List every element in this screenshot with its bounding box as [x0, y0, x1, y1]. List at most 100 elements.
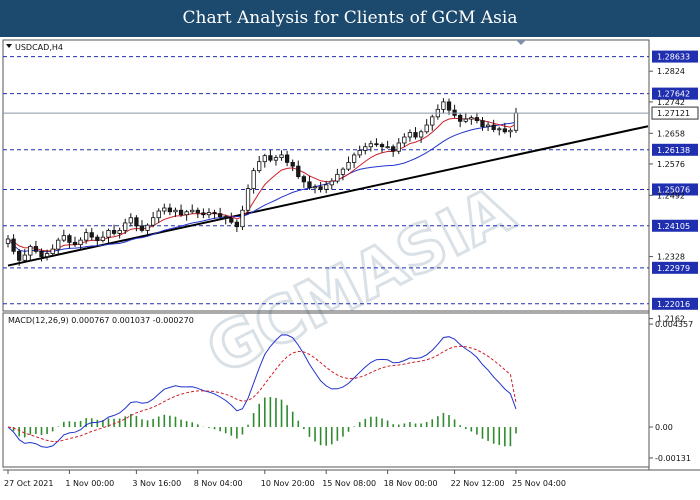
candle-body [407, 132, 413, 138]
candle-body [156, 210, 161, 219]
level-price-label: 1.22016 [657, 300, 690, 309]
candle-body [139, 225, 145, 231]
candle-body [391, 146, 396, 152]
macd-axis-ticks: 0.004357 0.00 -0.00131 [649, 320, 693, 463]
candle-body [251, 170, 256, 189]
level-price-label-bg [652, 87, 698, 100]
level-price-label: 1.22979 [657, 264, 690, 273]
candle-body [72, 241, 78, 246]
candle-body [28, 246, 33, 256]
price-tick-label: 1.2742 [657, 98, 685, 107]
candle-body [61, 235, 66, 241]
candle-body [50, 248, 55, 254]
price-tick-label: 1.2658 [657, 129, 685, 138]
candle-body [111, 230, 117, 234]
candle-body [446, 101, 452, 111]
candle-body [318, 186, 323, 190]
candle-body [195, 209, 200, 214]
candle-body [329, 180, 334, 186]
candle-body [385, 146, 390, 149]
candle-body [458, 114, 463, 122]
candle-body [402, 136, 407, 144]
price-tick-label: 1.2328 [657, 253, 685, 262]
candle-body [441, 101, 446, 110]
time-tick-label: 10 Nov 20:00 [261, 479, 315, 488]
level-price-label-bg [652, 261, 698, 274]
candle-body [78, 239, 83, 246]
candle-body [480, 120, 485, 127]
candle-body [67, 235, 72, 243]
candle-body [469, 117, 474, 120]
candle-body [89, 232, 94, 238]
level-price-label-bg [652, 50, 698, 63]
candle-body [145, 224, 150, 231]
candle-body [379, 144, 385, 148]
candle-body [357, 150, 362, 156]
panel-collapse-icon[interactable] [6, 44, 12, 48]
candle-body [17, 250, 22, 261]
current-price-label: 1.27121 [657, 109, 690, 118]
candle-body [463, 118, 468, 122]
candle-body [167, 207, 173, 213]
candle-body [296, 165, 301, 178]
candle-body [301, 176, 306, 183]
candle-body [346, 162, 351, 170]
shift-marker-icon[interactable] [516, 40, 526, 45]
level-price-label-bg [652, 143, 698, 156]
level-price-label: 1.25076 [657, 185, 690, 194]
time-tick-label: 18 Nov 00:00 [384, 479, 438, 488]
slow-moving-average [7, 121, 517, 253]
candle-body [206, 212, 212, 216]
candle-body [363, 146, 368, 151]
candle-body [5, 238, 11, 244]
candle-body [184, 211, 189, 216]
candle-body [497, 128, 502, 131]
candle-body [485, 124, 491, 127]
candle-body [44, 253, 50, 257]
candle-body [123, 222, 128, 231]
candle-body [424, 124, 429, 133]
candle-body [56, 239, 61, 250]
candle-body [290, 162, 295, 167]
current-price-box [651, 106, 699, 120]
macd-label: MACD(12,26,9) 0.000767 0.001037 -0.00027… [8, 316, 194, 325]
candle-body [151, 217, 156, 226]
candle-body [502, 128, 507, 133]
price-panel [2, 39, 650, 312]
candle-body [257, 161, 262, 172]
macd-indicator [7, 334, 517, 448]
candle-body [212, 212, 217, 215]
macd-tick-label: -0.00131 [655, 454, 691, 463]
candle-body [268, 155, 273, 161]
level-price-label: 1.26138 [657, 146, 690, 155]
time-axis-ticks: 27 Oct 2021 1 Nov 00:00 3 Nov 16:00 8 Nov 0… [4, 470, 566, 488]
candle-body [413, 132, 418, 138]
candle-body [201, 212, 206, 216]
candle-body [240, 209, 245, 228]
level-price-label-bg [652, 219, 698, 232]
candle-body [128, 217, 133, 224]
price-tick-label: 1.2824 [657, 67, 685, 76]
level-price-label-bg [652, 183, 698, 196]
current-price-group: 1.27121 [3, 106, 699, 120]
candle-body [11, 238, 16, 252]
level-price-label: 1.27642 [657, 90, 690, 99]
candle-body [418, 131, 424, 138]
candle-body [117, 230, 122, 234]
macd-tick-label: 0.004357 [655, 320, 693, 329]
time-tick-label: 8 Nov 04:00 [194, 479, 243, 488]
time-tick-label: 3 Nov 16:00 [132, 479, 181, 488]
candle-body [229, 218, 234, 223]
candle-body [39, 250, 44, 257]
candle-body [134, 217, 139, 227]
macd-tick-label: 0.00 [655, 423, 673, 432]
candle-body [368, 143, 373, 148]
candle-body [335, 173, 340, 182]
moving-averages [7, 117, 517, 253]
candle-body [508, 129, 513, 133]
level-price-label: 1.24105 [657, 222, 690, 231]
price-tick-label: 1.2492 [657, 191, 685, 200]
candle-body [312, 186, 318, 189]
